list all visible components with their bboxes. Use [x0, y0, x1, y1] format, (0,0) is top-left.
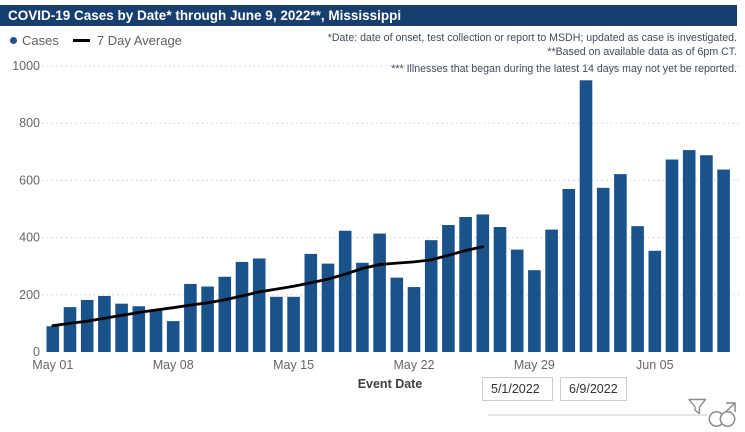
bar-may-27[interactable] [493, 227, 507, 352]
x-tick-label-may-22: May 22 [394, 358, 435, 372]
bar-may-18[interactable] [338, 230, 352, 352]
seven-day-average-line [51, 245, 485, 328]
bar-may-29[interactable] [528, 270, 541, 352]
bar-jun-07[interactable] [682, 150, 696, 352]
bar-may-19[interactable] [356, 262, 369, 352]
bar-may-22[interactable] [407, 287, 421, 352]
bar-may-01[interactable] [46, 326, 60, 352]
focus-mode-icon[interactable] [705, 399, 739, 428]
bar-may-06[interactable] [132, 306, 146, 352]
legend-average-label: 7 Day Average [96, 33, 182, 48]
y-tick-label-200: 200 [19, 288, 40, 302]
date-range-start-input[interactable] [482, 377, 553, 401]
bar-may-04[interactable] [98, 295, 111, 352]
x-tick-label-may-15: May 15 [273, 358, 314, 372]
bar-jun-08[interactable] [700, 155, 713, 352]
footnote-data-as-of: **Based on available data as of 6pm CT. [547, 45, 737, 58]
bar-jun-04[interactable] [631, 226, 644, 352]
bar-may-03[interactable] [80, 299, 94, 352]
bar-may-07[interactable] [149, 310, 163, 352]
bar-may-12[interactable] [235, 261, 249, 352]
bar-may-30[interactable] [545, 229, 558, 352]
bar-may-05[interactable] [115, 303, 128, 352]
y-tick-label-400: 400 [19, 231, 40, 245]
bar-jun-05[interactable] [648, 250, 662, 352]
y-tick-label-600: 600 [19, 173, 40, 187]
y-tick-label-1000: 1000 [12, 59, 40, 73]
footnote-reporting-lag: *** Illnesses that began during the late… [391, 63, 737, 75]
bar-jun-02[interactable] [596, 187, 610, 352]
bar-may-11[interactable] [218, 276, 232, 352]
bar-may-17[interactable] [321, 263, 335, 352]
x-tick-label-may-01: May 01 [32, 358, 73, 372]
bar-may-21[interactable] [390, 277, 404, 352]
bar-may-14[interactable] [270, 296, 283, 352]
bar-jun-01[interactable] [579, 80, 593, 353]
footnotes: *Date: date of onset, test collection or… [328, 32, 737, 77]
bar-may-16[interactable] [304, 253, 318, 352]
bar-may-28[interactable] [510, 249, 524, 352]
page-title: COVID-19 Cases by Date* through June 9, … [0, 5, 737, 26]
average-legend-line-icon [72, 39, 90, 42]
x-tick-label-may-08: May 08 [153, 358, 194, 372]
bar-jun-03[interactable] [614, 174, 627, 352]
footnote-date-definition: *Date: date of onset, test collection or… [327, 32, 737, 44]
x-axis-title: Event Date [357, 377, 423, 391]
bar-may-20[interactable] [373, 233, 386, 352]
date-range-end-input[interactable] [560, 377, 627, 401]
bar-may-15[interactable] [287, 296, 300, 352]
x-tick-label-jun-05: Jun 05 [636, 358, 674, 372]
y-tick-label-0: 0 [33, 345, 40, 359]
bar-may-24[interactable] [442, 225, 455, 352]
cases-legend-dot-icon [10, 37, 17, 44]
bar-may-23[interactable] [424, 240, 438, 352]
date-range-slider-track[interactable] [488, 414, 707, 416]
bar-may-13[interactable] [252, 258, 266, 352]
chart-legend: Cases 7 Day Average [10, 33, 182, 48]
bar-may-25[interactable] [459, 217, 472, 352]
bar-jun-09[interactable] [717, 169, 730, 352]
bar-may-26[interactable] [476, 214, 490, 352]
bar-may-09[interactable] [184, 283, 197, 352]
bar-may-31[interactable] [562, 188, 576, 352]
bar-may-02[interactable] [63, 307, 77, 352]
filter-icon[interactable] [686, 397, 708, 418]
legend-cases-label: Cases [22, 33, 59, 48]
bar-jun-06[interactable] [665, 159, 679, 352]
x-tick-label-may-29: May 29 [514, 358, 555, 372]
bar-may-08[interactable] [166, 321, 180, 352]
y-tick-label-800: 800 [19, 116, 40, 130]
bar-may-10[interactable] [201, 286, 214, 352]
